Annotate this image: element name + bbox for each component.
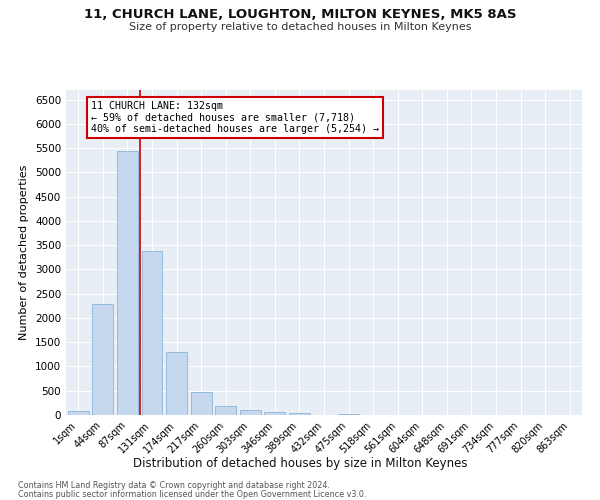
Text: Size of property relative to detached houses in Milton Keynes: Size of property relative to detached ho…: [129, 22, 471, 32]
Bar: [240, 410, 261, 415]
Text: 11, CHURCH LANE, LOUGHTON, MILTON KEYNES, MK5 8AS: 11, CHURCH LANE, LOUGHTON, MILTON KEYNES…: [84, 8, 516, 20]
Text: Contains HM Land Registry data © Crown copyright and database right 2024.: Contains HM Land Registry data © Crown c…: [18, 481, 330, 490]
Bar: [265, 412, 286, 415]
Bar: [338, 414, 359, 415]
Text: Contains public sector information licensed under the Open Government Licence v3: Contains public sector information licen…: [18, 490, 367, 499]
Text: Distribution of detached houses by size in Milton Keynes: Distribution of detached houses by size …: [133, 458, 467, 470]
Bar: [117, 150, 138, 415]
Bar: [191, 392, 212, 415]
Bar: [142, 251, 163, 415]
Bar: [92, 304, 113, 415]
Text: 11 CHURCH LANE: 132sqm
← 59% of detached houses are smaller (7,718)
40% of semi-: 11 CHURCH LANE: 132sqm ← 59% of detached…: [91, 100, 379, 134]
Bar: [289, 413, 310, 415]
Bar: [166, 352, 187, 415]
Bar: [215, 406, 236, 415]
Y-axis label: Number of detached properties: Number of detached properties: [19, 165, 29, 340]
Bar: [68, 412, 89, 415]
